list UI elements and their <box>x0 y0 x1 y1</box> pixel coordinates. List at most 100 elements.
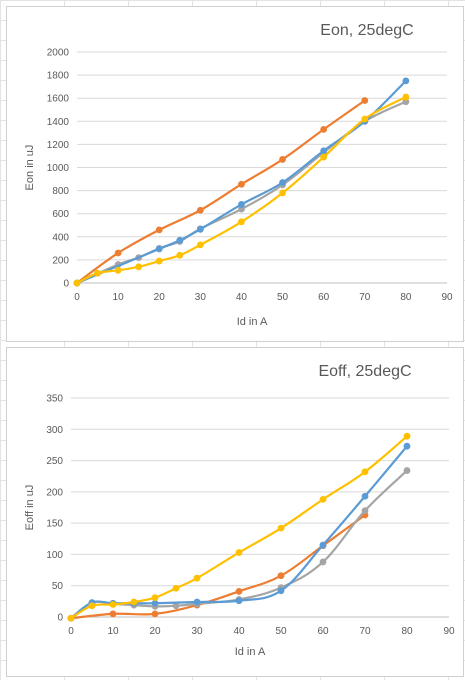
eoff-x-tick-label: 60 <box>317 626 329 637</box>
eon-x-tick-label: 90 <box>441 292 453 303</box>
eon-x-tick-label: 40 <box>236 292 248 303</box>
eoff-series-4-point <box>67 614 75 622</box>
eoff-x-tick-label: 80 <box>401 626 413 637</box>
eoff-y-tick-label: 50 <box>52 581 64 592</box>
eon-y-tick-label: 800 <box>52 186 69 197</box>
eon-series-1-point <box>320 125 328 133</box>
eoff-x-tick-label: 20 <box>149 626 161 637</box>
eon-x-tick-label: 50 <box>277 292 289 303</box>
eon-x-tick-label: 20 <box>154 292 166 303</box>
eon-y-tick-label: 1200 <box>47 140 70 151</box>
eon-x-tick-label: 10 <box>113 292 125 303</box>
eon-series-4-point <box>238 218 245 226</box>
eon-series-4-point <box>320 153 328 161</box>
eon-x-tick-label: 70 <box>359 292 371 303</box>
eoff-series-4-point <box>361 468 369 476</box>
eoff-series-3-point <box>361 492 369 500</box>
eoff-series-4-point <box>88 602 96 610</box>
eoff-y-tick-label: 150 <box>46 519 63 530</box>
eon-series-4-point <box>279 189 286 197</box>
eon-y-tick-label: 1600 <box>47 94 70 105</box>
eoff-series-3-point <box>235 597 243 605</box>
eoff-y-tick-label: 250 <box>46 456 63 467</box>
eoff-series-3-point <box>319 541 327 549</box>
eon-chart: 0 200 400 600 800 1000 1200 1400 1600 1800 2000 0 10… <box>6 6 464 342</box>
eoff-series-4-point <box>151 594 159 602</box>
eon-series-1-point <box>114 249 122 257</box>
eoff-series-4-point <box>172 584 180 592</box>
eon-series-1-line <box>76 99 366 284</box>
eoff-x-tick-label: 0 <box>68 626 74 637</box>
eon-series-3-point <box>155 245 163 253</box>
eon-series-3-point <box>320 147 328 155</box>
eon-series-3-point <box>238 201 245 208</box>
eon-series-1-point <box>155 226 163 234</box>
eoff-x-tick-label: 50 <box>275 626 287 637</box>
eoff-series-2-point <box>172 602 180 610</box>
eoff-series-4-point <box>277 524 285 532</box>
eoff-y-axis-title: Eoff in uJ <box>24 485 36 531</box>
eoff-series-3-point <box>151 599 159 607</box>
eon-y-axis-title: Eon in uJ <box>24 145 36 191</box>
eon-series-1-point <box>361 97 369 104</box>
eoff-x-tick-label: 30 <box>191 626 203 637</box>
eoff-y-tick-label: 0 <box>57 613 63 624</box>
eoff-y-tick-label: 100 <box>46 550 63 561</box>
eon-series-3-point <box>176 236 184 244</box>
eon-series-4-point <box>135 263 143 271</box>
eoff-series-3-point <box>193 598 201 606</box>
eoff-series-4-point <box>403 432 411 440</box>
eoff-x-tick-label: 40 <box>233 626 245 637</box>
eoff-series-4-point <box>235 549 243 556</box>
eon-chart-svg: 0 200 400 600 800 1000 1200 1400 1600 1800 2000 0 10… <box>24 22 453 328</box>
eoff-series-1-point <box>109 610 117 618</box>
eon-x-tick-label: 0 <box>74 292 80 303</box>
eoff-chart: 0 50 100 150 200 250 300 350 0 10 20 30 40 50 60 70 80 90… <box>6 347 464 677</box>
eon-series-4-line <box>76 96 407 284</box>
eon-series-1-point <box>238 180 245 188</box>
eon-series-4-point <box>402 93 410 101</box>
eon-y-tick-label: 2000 <box>47 48 70 59</box>
eon-y-tick-label: 0 <box>63 279 69 290</box>
eon-series-4-point <box>94 269 101 277</box>
eon-y-tick-label: 1400 <box>47 117 70 128</box>
eon-chart-title: Eon, 25degC <box>320 22 413 39</box>
eon-series-3-point <box>196 225 204 233</box>
eon-series-3-point <box>402 77 410 85</box>
eoff-series-4-point <box>109 601 117 608</box>
eon-series-1-point <box>279 156 286 163</box>
eoff-series-3-point <box>403 442 411 450</box>
eon-series-4-point <box>196 241 204 249</box>
eon-series-4-point <box>114 266 122 274</box>
eon-y-tick-label: 200 <box>52 255 69 266</box>
eoff-series-4-point <box>193 574 201 582</box>
eon-series-4-point <box>73 279 81 287</box>
eon-series-3-point <box>279 179 286 186</box>
eon-x-axis-title: Id in A <box>237 316 268 328</box>
eoff-x-tick-label: 70 <box>359 626 371 637</box>
eoff-series-4-point <box>319 495 327 503</box>
eoff-x-tick-label: 90 <box>443 626 455 637</box>
eon-series-1-point <box>196 206 204 214</box>
eoff-y-tick-label: 350 <box>46 394 63 405</box>
eon-x-tick-label: 30 <box>195 292 207 303</box>
eon-y-tick-label: 1800 <box>47 71 70 82</box>
eon-y-tick-label: 1000 <box>47 163 70 174</box>
eon-series-4-point <box>155 257 163 265</box>
eoff-y-tick-label: 200 <box>46 487 63 498</box>
eoff-y-tick-label: 300 <box>46 425 63 436</box>
eon-y-tick-label: 600 <box>52 209 69 220</box>
eoff-series-3-point <box>277 587 285 595</box>
eon-series-4-point <box>176 251 184 259</box>
eon-x-tick-label: 80 <box>400 292 412 303</box>
eoff-series-4-point <box>130 598 138 606</box>
eoff-series-2-point <box>319 558 327 566</box>
eoff-x-axis-title: Id in A <box>235 646 266 658</box>
eoff-series-1-point <box>277 572 285 580</box>
eoff-chart-title: Eoff, 25degC <box>318 363 411 380</box>
eoff-series-1-point <box>235 587 243 595</box>
eoff-series-2-point <box>361 507 369 515</box>
eoff-series-2-point <box>403 467 411 474</box>
eon-series-4-point <box>361 115 369 123</box>
eoff-chart-svg: 0 50 100 150 200 250 300 350 0 10 20 30 40 50 60 70 80 90… <box>24 363 455 658</box>
